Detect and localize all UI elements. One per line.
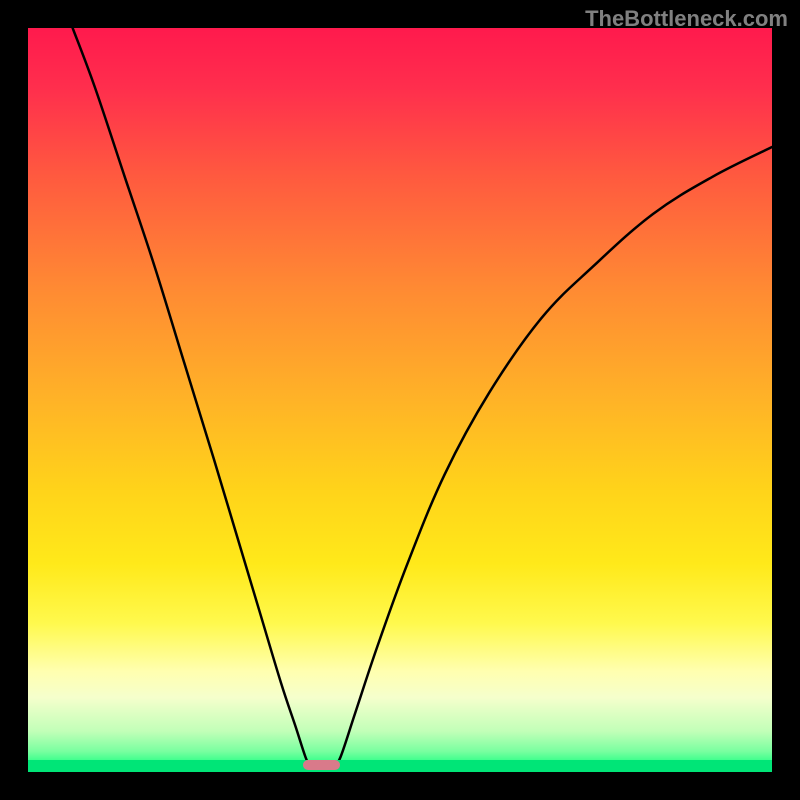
bottleneck-curve (28, 28, 772, 772)
optimal-marker (303, 760, 340, 770)
chart-frame (28, 28, 772, 772)
watermark-text: TheBottleneck.com (585, 6, 788, 32)
plot-area (28, 28, 772, 772)
optimal-baseline (28, 760, 772, 772)
